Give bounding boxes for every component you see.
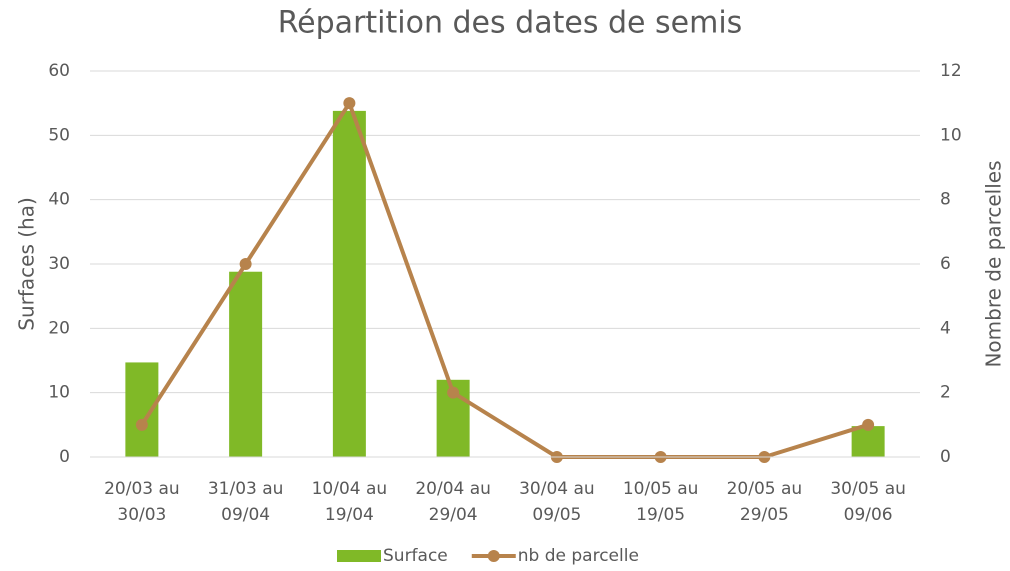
bar (229, 271, 263, 457)
legend-label: Surface (383, 546, 448, 566)
y-axis-title: Surfaces (ha) (15, 197, 39, 331)
x-tick-label: 31/03 au 09/04 (208, 479, 284, 525)
marker (862, 418, 875, 431)
y2-tick-label: 2 (940, 383, 951, 403)
x-tick-label: 20/05 au 29/05 (727, 479, 803, 525)
marker (239, 258, 252, 270)
y2-tick-label: 0 (940, 447, 951, 467)
y-tick-label: 50 (48, 125, 70, 145)
y-tick-label: 40 (48, 190, 70, 210)
y-tick-label: 30 (48, 254, 70, 274)
y2-axis-title: Nombre de parcelles (982, 160, 1006, 367)
bar (851, 426, 885, 457)
y2-tick-label: 8 (940, 190, 951, 210)
legend-swatch (487, 550, 500, 562)
x-tick-label: 10/05 au 19/05 (623, 479, 699, 525)
y-tick-label: 0 (59, 447, 70, 467)
chart-title: Répartition des dates de semis (278, 6, 743, 41)
bar (332, 110, 366, 458)
y2-tick-label: 4 (940, 318, 951, 338)
legend-swatch (337, 550, 381, 562)
x-tick-label: 30/04 au 09/05 (519, 479, 595, 525)
x-tick-label: 10/04 au 19/04 (312, 479, 388, 525)
y-tick-label: 20 (48, 318, 70, 338)
x-tick-label: 20/03 au 30/03 (104, 479, 180, 525)
y2-tick-label: 10 (940, 125, 962, 145)
x-tick-label: 20/04 au 29/04 (415, 479, 491, 525)
x-tick-label: 30/05 au 09/06 (830, 479, 906, 525)
y-tick-label: 60 (48, 61, 70, 81)
y-tick-label: 10 (48, 383, 70, 403)
marker (343, 97, 356, 110)
y2-tick-label: 12 (940, 61, 962, 81)
y2-tick-label: 6 (940, 254, 951, 274)
legend-label: nb de parcelle (518, 546, 639, 566)
marker (135, 418, 148, 431)
marker (447, 386, 460, 399)
